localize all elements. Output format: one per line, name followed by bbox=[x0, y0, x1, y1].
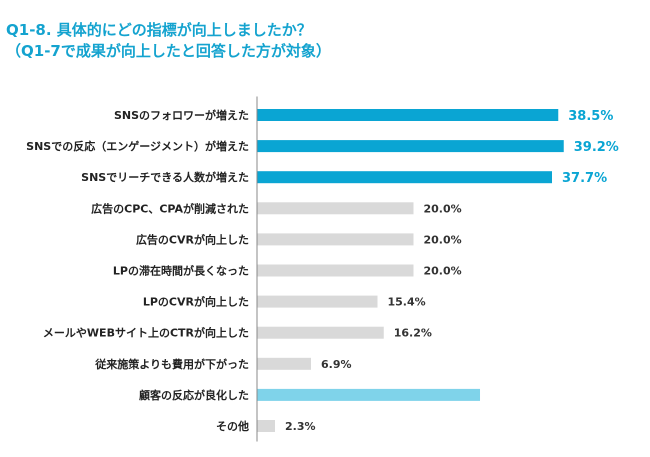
value-label: 2.3% bbox=[285, 420, 316, 433]
title-line-2: （Q1-7で成果が向上したと回答した方が対象） bbox=[6, 42, 331, 60]
chart-title: Q1-8. 具体的にどの指標が向上しましたか？ （Q1-7で成果が向上したと回答… bbox=[6, 20, 331, 62]
bar bbox=[257, 264, 414, 277]
category-label: SNSでリーチできる人数が増えた bbox=[81, 170, 249, 184]
category-label: LPのCVRが向上した bbox=[143, 295, 249, 309]
bar bbox=[257, 420, 275, 432]
value-label: 15.4% bbox=[388, 296, 426, 309]
value-label: 20.0% bbox=[424, 233, 462, 246]
bar bbox=[257, 171, 553, 184]
value-label: 20.0% bbox=[424, 202, 462, 215]
bar bbox=[257, 202, 414, 215]
category-label: 広告のCPC、CPAが削減された bbox=[91, 201, 249, 215]
value-label: 16.2% bbox=[394, 327, 432, 340]
bar bbox=[257, 326, 384, 339]
bar bbox=[257, 295, 378, 308]
category-label: 従来施策よりも費用が下がった bbox=[94, 357, 249, 371]
value-label: 39.2% bbox=[574, 140, 619, 155]
category-label: 広告のCVRが向上した bbox=[136, 232, 249, 246]
bar bbox=[257, 357, 311, 370]
value-label: 38.5% bbox=[568, 109, 613, 124]
title-line-1: Q1-8. 具体的にどの指標が向上しましたか？ bbox=[6, 21, 312, 39]
category-label: 顧客の反応が良化した bbox=[139, 388, 249, 402]
bar bbox=[257, 140, 564, 153]
category-label: メールやWEBサイト上のCTRが向上した bbox=[43, 326, 249, 340]
value-label: 20.0% bbox=[424, 265, 462, 278]
bar bbox=[257, 233, 414, 246]
value-label: 6.9% bbox=[321, 358, 352, 371]
category-label: LPの滞在時間が長くなった bbox=[113, 264, 249, 278]
bar bbox=[257, 388, 481, 401]
category-label: SNSのフォロワーが増えた bbox=[114, 108, 249, 122]
bar bbox=[257, 109, 559, 121]
category-label: SNSでの反応（エンゲージメント）が増えた bbox=[26, 139, 249, 153]
value-label: 37.7% bbox=[562, 171, 607, 186]
category-label: その他 bbox=[216, 419, 249, 433]
